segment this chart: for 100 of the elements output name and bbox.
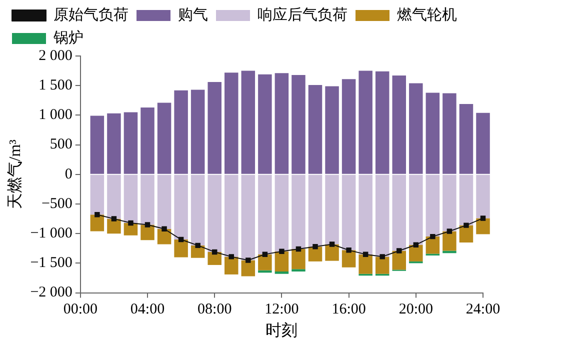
bar bbox=[292, 248, 306, 270]
bar bbox=[325, 174, 339, 244]
x-axis-title: 时刻 bbox=[266, 322, 298, 340]
y-tick-label: 2 000 bbox=[38, 48, 72, 64]
bar bbox=[157, 228, 172, 244]
point bbox=[380, 254, 385, 260]
legend-label: 购气 bbox=[178, 6, 208, 24]
bar bbox=[342, 250, 356, 268]
bar bbox=[426, 92, 440, 174]
point bbox=[94, 212, 100, 218]
y-tick-label: 1 000 bbox=[38, 107, 72, 124]
bar bbox=[442, 174, 456, 232]
y-tick-label: −2 000 bbox=[30, 284, 72, 301]
bar bbox=[442, 93, 456, 174]
bar bbox=[308, 246, 322, 262]
point bbox=[195, 242, 200, 248]
bar bbox=[476, 174, 490, 218]
x-tick-label: 08:00 bbox=[198, 302, 232, 318]
x-tick-label: 20:00 bbox=[398, 302, 433, 318]
y-tick-label: −1 000 bbox=[30, 226, 72, 242]
bar bbox=[308, 85, 322, 174]
legend-label: 响应后气负荷 bbox=[258, 6, 348, 24]
bar bbox=[392, 76, 406, 174]
bar bbox=[274, 73, 289, 174]
bar bbox=[292, 74, 306, 174]
point bbox=[111, 216, 117, 222]
bar bbox=[274, 271, 289, 274]
bar bbox=[442, 231, 456, 251]
bar bbox=[258, 74, 272, 174]
point bbox=[480, 216, 486, 221]
point bbox=[464, 222, 469, 228]
bar bbox=[224, 256, 238, 274]
bar bbox=[90, 116, 104, 174]
bar bbox=[392, 174, 406, 251]
point bbox=[162, 226, 167, 232]
point bbox=[430, 234, 436, 240]
bar bbox=[107, 218, 121, 234]
bar bbox=[274, 251, 289, 272]
x-tick-label: 24:00 bbox=[466, 302, 500, 318]
legend-label: 燃气轮机 bbox=[397, 6, 457, 24]
y-axis-title: 天燃气/m³ bbox=[6, 139, 24, 210]
bar bbox=[342, 174, 356, 250]
bar bbox=[342, 79, 356, 174]
bar bbox=[274, 174, 289, 252]
bar bbox=[174, 174, 188, 240]
bar bbox=[224, 72, 238, 174]
bar bbox=[358, 70, 372, 174]
legend-label: 原始气负荷 bbox=[54, 6, 128, 24]
legend-label: 锅炉 bbox=[52, 29, 84, 46]
bar bbox=[375, 256, 390, 274]
bar bbox=[208, 174, 222, 252]
point bbox=[312, 244, 318, 250]
point bbox=[446, 228, 452, 234]
bar bbox=[241, 70, 256, 174]
point bbox=[128, 220, 134, 226]
bar bbox=[258, 174, 272, 254]
bar bbox=[140, 174, 154, 225]
bar bbox=[224, 174, 238, 257]
y-tick-label: 0 bbox=[64, 166, 72, 182]
point bbox=[178, 236, 184, 242]
bar bbox=[375, 71, 390, 174]
point bbox=[413, 242, 419, 248]
bar bbox=[124, 174, 138, 223]
point bbox=[212, 249, 218, 255]
bar bbox=[459, 225, 474, 242]
bar bbox=[308, 174, 322, 247]
bar bbox=[241, 260, 256, 276]
point bbox=[329, 242, 335, 247]
bar bbox=[107, 174, 121, 219]
x-tick-label: 16:00 bbox=[332, 302, 366, 318]
bar bbox=[476, 218, 490, 234]
point bbox=[362, 252, 368, 257]
bar bbox=[409, 83, 423, 174]
point bbox=[296, 246, 302, 252]
bar bbox=[90, 174, 104, 215]
bar bbox=[476, 112, 490, 174]
bar bbox=[208, 252, 222, 265]
bar bbox=[190, 174, 205, 246]
point bbox=[262, 252, 268, 257]
point bbox=[144, 222, 150, 228]
y-tick-label: 500 bbox=[50, 136, 72, 153]
bar bbox=[107, 113, 121, 174]
bar bbox=[409, 244, 423, 262]
bar bbox=[392, 250, 406, 270]
point bbox=[396, 248, 402, 254]
bar bbox=[358, 174, 372, 254]
bar bbox=[292, 174, 306, 249]
bar bbox=[157, 174, 172, 229]
x-tick-label: 00:00 bbox=[63, 302, 98, 318]
bar bbox=[174, 240, 188, 258]
bar bbox=[190, 90, 205, 174]
bar bbox=[459, 104, 474, 174]
y-tick-label: 1 500 bbox=[38, 78, 72, 94]
point bbox=[246, 258, 251, 263]
bar bbox=[241, 174, 256, 260]
point bbox=[228, 254, 234, 260]
bar bbox=[124, 112, 138, 174]
bar bbox=[258, 254, 272, 270]
point bbox=[279, 248, 284, 254]
x-tick-label: 04:00 bbox=[130, 302, 165, 318]
